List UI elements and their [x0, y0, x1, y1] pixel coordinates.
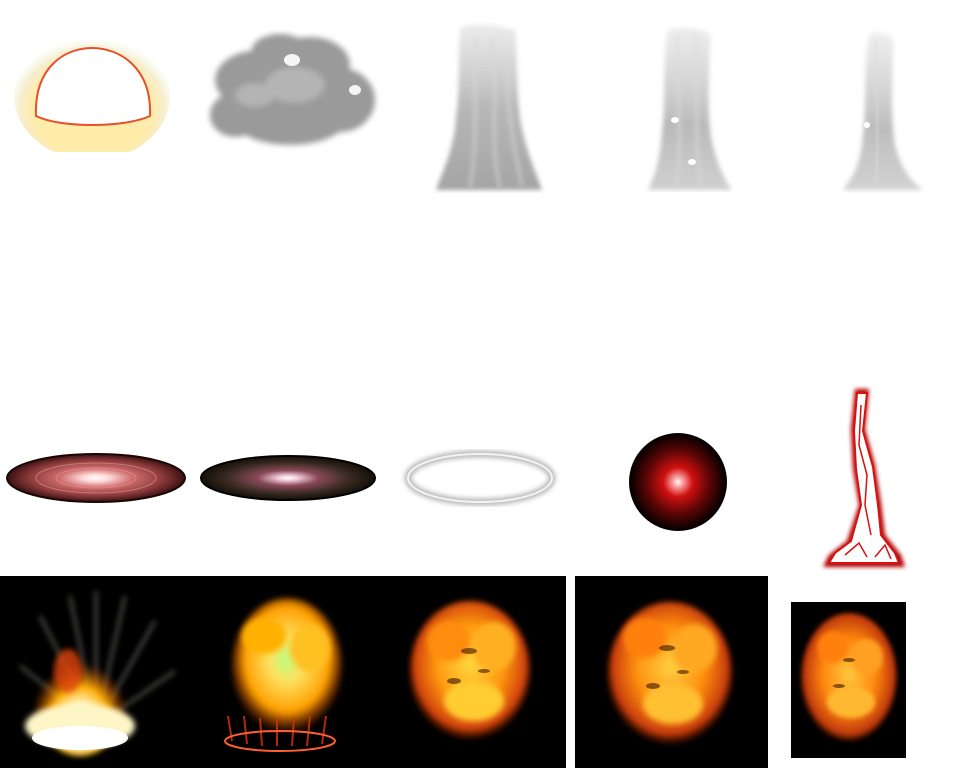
smoke-column-sprite-medium — [640, 22, 735, 192]
explosion-frame-5 — [791, 602, 906, 758]
explosion-frame-2 — [192, 576, 384, 768]
white-shock-ring — [398, 440, 563, 520]
smoke-cloud-sprite — [200, 30, 380, 155]
smoke-column-sprite-small — [835, 25, 930, 193]
smoke-column-sprite-large — [430, 18, 545, 193]
explosion-frame-3 — [384, 576, 566, 768]
red-ground-glow-disc — [6, 452, 186, 504]
explosion-frame-1 — [0, 576, 192, 768]
lightning-bolt-sprite — [815, 385, 915, 575]
dark-ground-glow-disc — [200, 454, 376, 502]
shockwave-dome-sprite — [14, 28, 170, 152]
explosion-frame-4 — [575, 576, 768, 768]
red-glow-orb — [628, 432, 728, 532]
